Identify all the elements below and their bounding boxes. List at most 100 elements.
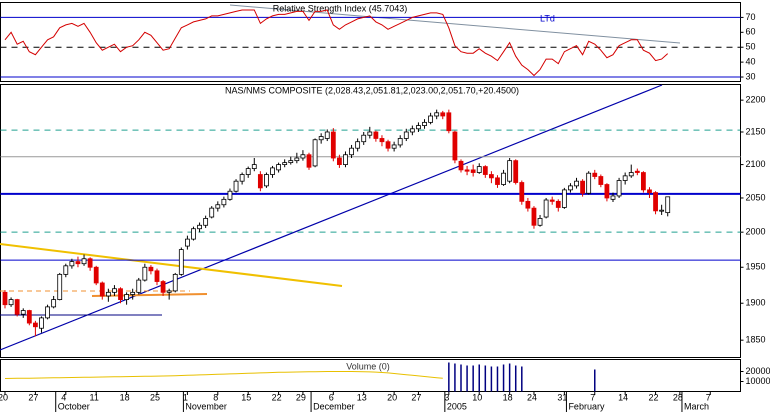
x-tick-label: 20 [0,392,8,402]
candle-body [616,180,622,197]
candle-body [434,112,440,117]
candle-body [537,217,543,226]
candle-body [245,168,251,175]
candle-body [312,139,318,167]
x-tick-label: 7 [590,392,595,402]
candle-body [33,322,38,328]
candle-body [69,261,75,267]
price-trend-line [0,84,663,351]
candle-body [641,172,646,191]
candle-body [428,115,434,123]
candle-body [124,294,129,300]
candle-body [440,112,446,117]
x-tick-label: 8 [213,392,218,402]
candle-body [324,131,330,139]
candle-body [288,160,294,164]
x-tick-label: 7 [706,392,711,402]
candle-body [184,238,190,247]
candle-body [75,261,81,265]
candle-body [519,182,525,202]
candle-body [105,291,111,297]
rsi-annotation: LTd [540,13,555,23]
candle-body [458,160,464,171]
volume-bar [521,366,523,392]
candle-body [464,169,470,172]
candle-body [653,192,658,212]
candle-body [488,174,494,179]
volume-bar [460,364,462,392]
candle-body [361,134,367,143]
x-tick-label: 1 [183,392,188,402]
y-tick-label: 1900 [746,298,766,308]
y-tick-label: 1950 [746,262,766,272]
volume-title: Volume (0) [346,361,390,371]
candle-body [634,170,640,173]
candle-body [446,112,452,132]
x-tick-label: 27 [411,392,421,402]
y-tick-label: 2200 [746,95,766,105]
month-label: October [58,401,90,411]
panel-frames [0,2,741,392]
x-tick-label: 3 [444,392,449,402]
candle-body [580,180,585,194]
volume-bar [454,363,456,392]
x-tick-label: 25 [150,392,160,402]
candle-body [336,157,342,165]
volume-bar [502,364,505,392]
price-title: NAS/NMS COMPOSITE (2,028.43,2,051.81,2,0… [225,85,519,95]
candle-body [93,266,99,284]
candle-body [409,128,415,133]
volume-bar [514,365,517,392]
x-tick-label: 10 [472,392,482,402]
candle-body [172,273,178,292]
price-trend-line [0,243,343,287]
candle-body [154,270,160,282]
candle-body [142,266,148,281]
candle-body [51,299,57,308]
y-tick-label: 60 [746,27,756,37]
month-label: March [684,401,709,411]
candle-body [45,306,50,319]
candle-body [221,198,227,206]
candle-body [482,166,488,175]
y-tick-label: 40 [746,56,756,66]
x-tick-label: 27 [28,392,38,402]
x-tick-label: 28 [673,392,683,402]
candle-body [191,228,196,240]
x-tick-label: 4 [61,392,66,402]
volume-bar [484,365,487,392]
candle-body [647,189,652,193]
candle-body [574,180,579,187]
candle-body [282,162,288,165]
candle-body [628,172,634,177]
y-tick-label: 2000 [746,227,766,237]
volume-bar [496,366,499,392]
x-tick-label: 20 [387,392,397,402]
candle-body [2,291,8,306]
candle-body [251,164,257,169]
y-tick-label: 1850 [746,335,766,345]
candle-body [379,138,385,143]
y-tick-label: 30 [746,71,756,81]
x-tick-label: 18 [120,392,130,402]
candle-body [203,217,209,226]
candle-body [543,199,549,218]
trend-lines [0,4,681,351]
x-tick-label: 29 [296,392,306,402]
volume-bar [448,362,450,392]
x-tick-label: 24 [527,392,537,402]
volume-panel [0,359,741,392]
candle-body [586,172,592,194]
candle-body [87,258,93,268]
candle-body [452,131,458,161]
candle-body [26,310,32,324]
candle-body [391,144,397,149]
candle-body [39,317,44,329]
candle-body [239,174,245,182]
candle-body [501,172,506,185]
candle-body [531,207,537,226]
candle-body [330,131,336,159]
candle-body [555,200,561,208]
candle-body [20,310,26,315]
